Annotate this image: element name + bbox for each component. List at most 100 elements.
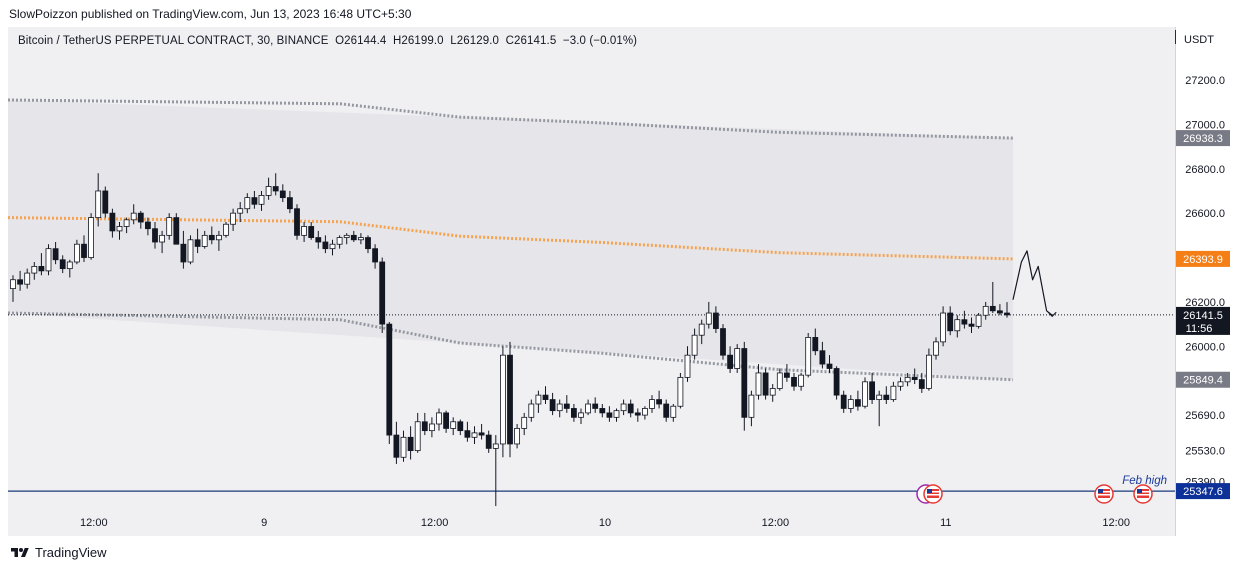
legend-high: H26199.0 bbox=[393, 35, 444, 47]
candle-body bbox=[428, 423, 435, 432]
candle-body bbox=[137, 212, 144, 223]
candle-body bbox=[492, 443, 499, 449]
candle-body bbox=[421, 421, 428, 432]
feb-high-annotation: Feb high bbox=[1122, 475, 1167, 487]
candle-body bbox=[386, 323, 393, 436]
feb-high-tag-bg bbox=[1176, 483, 1230, 500]
candle-body bbox=[670, 405, 677, 418]
y-tick-label: 27000.0 bbox=[1185, 119, 1225, 131]
candle-body bbox=[24, 272, 31, 285]
candle-body bbox=[336, 237, 343, 245]
candle-body bbox=[315, 237, 322, 243]
candle-body bbox=[784, 372, 790, 378]
x-tick-label: 12:00 bbox=[1102, 517, 1130, 529]
candle-body bbox=[734, 348, 741, 369]
candle-body bbox=[819, 350, 826, 365]
candle-body bbox=[180, 243, 187, 263]
candle-body bbox=[989, 305, 996, 312]
y-tick-label: 27200.0 bbox=[1185, 75, 1225, 87]
candle-body bbox=[954, 319, 961, 332]
candle-body bbox=[52, 248, 59, 261]
candle-body bbox=[173, 217, 180, 245]
candle-body bbox=[805, 337, 812, 376]
candle-body bbox=[414, 421, 421, 452]
x-tick-label: 12:00 bbox=[421, 517, 449, 529]
candle-body bbox=[656, 399, 662, 405]
mid-band-tag-bg bbox=[1176, 250, 1230, 267]
candle-body bbox=[116, 226, 123, 232]
candle-body bbox=[102, 190, 109, 214]
candle-body bbox=[627, 403, 634, 414]
candle-body bbox=[244, 197, 251, 210]
candle-body bbox=[1004, 312, 1010, 316]
candle-body bbox=[350, 234, 357, 241]
candle-body bbox=[855, 399, 861, 407]
candle-body bbox=[10, 279, 16, 290]
candle-body bbox=[933, 341, 939, 356]
candle-body bbox=[634, 412, 641, 416]
candle-body bbox=[812, 337, 819, 352]
candle-body bbox=[826, 363, 833, 369]
upper-band-line bbox=[7, 98, 1014, 140]
candle-body bbox=[308, 226, 315, 238]
candle-body bbox=[507, 354, 513, 445]
candle-body bbox=[237, 208, 244, 214]
price-axis[interactable] bbox=[1175, 27, 1236, 536]
candle-body bbox=[272, 186, 279, 192]
candle-body bbox=[961, 319, 968, 325]
candle-body bbox=[230, 212, 237, 225]
candle-body bbox=[862, 381, 868, 407]
tradingview-footer[interactable]: TradingView bbox=[10, 545, 107, 560]
candle-body bbox=[31, 266, 38, 274]
candle-body bbox=[869, 381, 875, 400]
candle-body bbox=[876, 394, 883, 400]
candle-body bbox=[514, 428, 520, 445]
candle-body bbox=[286, 197, 293, 210]
candle-body bbox=[535, 394, 542, 405]
candle-body bbox=[904, 376, 911, 383]
tradingview-logo-icon bbox=[11, 547, 29, 557]
candle-body bbox=[372, 248, 379, 263]
candle-body bbox=[365, 237, 371, 250]
candle-body bbox=[677, 376, 684, 407]
upper-band-tag-text: 26938.3 bbox=[1183, 133, 1223, 145]
x-tick-label: 11 bbox=[940, 517, 951, 529]
candle-body bbox=[322, 241, 329, 250]
candle-body bbox=[279, 190, 286, 199]
candle-body bbox=[17, 279, 24, 285]
candle-body bbox=[571, 408, 577, 418]
candle-body bbox=[975, 314, 982, 327]
economic-event-flag-icon[interactable] bbox=[1133, 484, 1153, 504]
candle-body bbox=[578, 412, 584, 418]
candle-body bbox=[407, 436, 414, 452]
y-tick-label: 26000.0 bbox=[1185, 341, 1225, 353]
candle-body bbox=[457, 421, 464, 432]
x-tick-label: 9 bbox=[261, 517, 267, 529]
candle-body bbox=[968, 323, 975, 327]
candle-body bbox=[251, 197, 258, 205]
candle-body bbox=[159, 234, 166, 243]
economic-event-flag-icon[interactable] bbox=[923, 484, 943, 504]
candle-body bbox=[911, 376, 918, 380]
candle-body bbox=[471, 432, 478, 438]
candle-body bbox=[357, 237, 364, 241]
currency-label[interactable]: USDT bbox=[1184, 34, 1214, 46]
candle-body bbox=[130, 212, 137, 221]
current-price-tag-countdown: 11:56 bbox=[1186, 323, 1213, 335]
candle-body bbox=[720, 328, 726, 356]
symbol-title[interactable]: Bitcoin / TetherUS PERPETUAL CONTRACT, 3… bbox=[18, 35, 329, 47]
candle-body bbox=[393, 434, 400, 458]
currency-divider bbox=[1175, 30, 1176, 44]
mid-band-tag-text: 26393.9 bbox=[1183, 254, 1223, 266]
candle-body bbox=[208, 234, 215, 241]
candle-body bbox=[713, 312, 719, 329]
current-price-tag-text: 26141.5 bbox=[1183, 310, 1223, 322]
candle-body bbox=[918, 379, 925, 389]
economic-event-flag-icon[interactable] bbox=[1094, 484, 1114, 504]
candle-body bbox=[592, 403, 599, 409]
candle-body bbox=[755, 372, 762, 396]
legend-close: C26141.5 bbox=[505, 35, 557, 47]
candle-body bbox=[549, 399, 556, 412]
candle-body bbox=[649, 399, 655, 409]
candle-body bbox=[95, 190, 102, 218]
